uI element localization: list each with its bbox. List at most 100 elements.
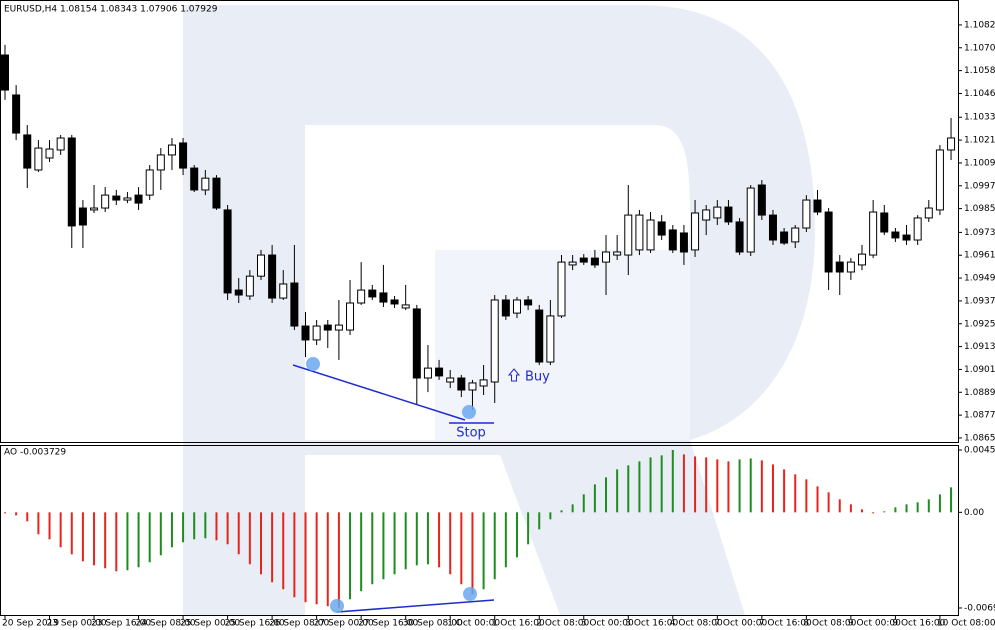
x-tick-label: 3 Oct 00:00 — [581, 619, 634, 629]
x-tick-label: 8 Oct 08:00 — [803, 619, 856, 629]
candle-body — [123, 197, 132, 201]
candle-body — [346, 302, 355, 331]
y-tick-label: 1.10215 — [964, 136, 995, 146]
y-tick-label: 1.09855 — [964, 204, 995, 214]
candle-body — [134, 194, 143, 204]
candle-body — [290, 282, 299, 327]
candle-body — [156, 154, 165, 171]
marks: 1.10820 1.10700 1.10580 1.10460 1.10335 1.102… — [1, 20, 995, 629]
y-tick-label: 1.09610 — [964, 251, 995, 261]
candle-body — [691, 212, 700, 251]
x-tick-label: 24 Sep 08:00 — [136, 619, 196, 629]
y-tick-label: 1.10460 — [964, 89, 995, 99]
candle-body — [357, 289, 366, 304]
candle-body — [757, 184, 766, 216]
y-tick-label: 1.08770 — [964, 411, 995, 421]
candle-body — [101, 194, 110, 209]
candle-body — [446, 377, 455, 383]
candle-body — [579, 257, 588, 263]
y-tick-label: 1.09370 — [964, 296, 995, 306]
y-tick-label: 0.004528 — [964, 446, 995, 456]
x-tick-label: 23 Sep 00:00 — [47, 619, 107, 629]
candle-body — [635, 214, 644, 251]
candle-body — [602, 251, 611, 263]
candle-body — [312, 325, 321, 341]
candle-body — [323, 324, 332, 331]
indicator-title: AO -0.003729 — [4, 448, 66, 458]
y-tick-label: 1.09010 — [964, 365, 995, 375]
y-tick-label: 1.08890 — [964, 388, 995, 398]
candle-body — [512, 299, 521, 314]
x-tick-label: 25 Sep 16:00 — [225, 619, 285, 629]
candle-body — [67, 137, 76, 227]
y-tick-label: 1.10095 — [964, 158, 995, 168]
candle-body — [379, 292, 388, 303]
candle-body — [56, 137, 65, 151]
candle-body — [657, 221, 666, 236]
candle-body — [713, 206, 722, 219]
x-tick-label: 9 Oct 00:00 — [848, 619, 901, 629]
x-tick-label: 27 Sep 00:00 — [314, 619, 374, 629]
chart-title: EURUSD,H4 1.08154 1.08343 1.07906 1.0792… — [4, 5, 218, 15]
candle-body — [12, 94, 21, 134]
candle-body — [45, 148, 54, 159]
y-tick-label: 1.09490 — [964, 274, 995, 284]
candle-body — [190, 167, 199, 191]
candle-body — [234, 289, 243, 296]
candle-body — [546, 315, 555, 363]
candle-body — [212, 177, 221, 209]
x-tick-label: 20 Sep 2019 — [2, 619, 59, 629]
x-tick-label: 23 Sep 16:00 — [91, 619, 151, 629]
candle-body — [646, 219, 655, 251]
candle-body — [824, 211, 833, 273]
x-tick-label: 26 Sep 08:00 — [269, 619, 329, 629]
candle-body — [869, 211, 878, 256]
candle-body — [590, 257, 599, 266]
candle-body — [702, 209, 711, 221]
candle-body — [268, 254, 277, 299]
candle-body — [891, 231, 900, 239]
y-tick-label: 0.00 — [964, 508, 984, 518]
candle-body — [145, 169, 154, 196]
drawn-objects — [292, 357, 521, 613]
candle-body — [301, 325, 310, 341]
x-tick-label: 7 Oct 16:00 — [759, 619, 812, 629]
candle-body — [679, 232, 688, 253]
candle-body — [835, 261, 844, 273]
candle-body — [846, 261, 855, 273]
candle-body — [479, 379, 488, 387]
y-tick-label: 1.10335 — [964, 113, 995, 123]
candle-body — [735, 221, 744, 253]
candle-body — [368, 289, 377, 298]
candle-body — [780, 231, 789, 244]
candle-body — [768, 214, 777, 241]
candle-body — [802, 199, 811, 229]
candle-body — [401, 304, 410, 309]
x-tick-label: 27 Sep 16:00 — [358, 619, 418, 629]
candle-body — [223, 209, 232, 294]
y-tick-label: 1.10700 — [964, 43, 995, 53]
candle-body — [167, 144, 176, 156]
x-tick-label: 1 Oct 16:00 — [492, 619, 545, 629]
candle-body — [23, 134, 32, 169]
x-tick-label: 25 Sep 00:00 — [180, 619, 240, 629]
candle-body — [724, 206, 733, 223]
y-tick-label: 1.09975 — [964, 181, 995, 191]
candle-body — [902, 234, 911, 241]
x-tick-label: 30 Sep 08:00 — [403, 619, 463, 629]
x-tick-label: 3 Oct 16:00 — [625, 619, 678, 629]
x-tick-label: 10 Oct 08:00 — [937, 619, 995, 629]
candle-body — [412, 308, 421, 379]
candle-body — [880, 212, 889, 233]
candle-body — [557, 261, 566, 317]
candle-body — [1, 54, 9, 91]
candle-body — [256, 254, 265, 277]
x-tick-label: 2 Oct 08:00 — [536, 619, 589, 629]
candle-body — [924, 207, 933, 219]
candle-body — [935, 149, 944, 211]
candle-body — [668, 229, 677, 251]
candle-body — [90, 207, 99, 211]
candle-body — [524, 299, 533, 306]
candle-body — [624, 214, 633, 256]
